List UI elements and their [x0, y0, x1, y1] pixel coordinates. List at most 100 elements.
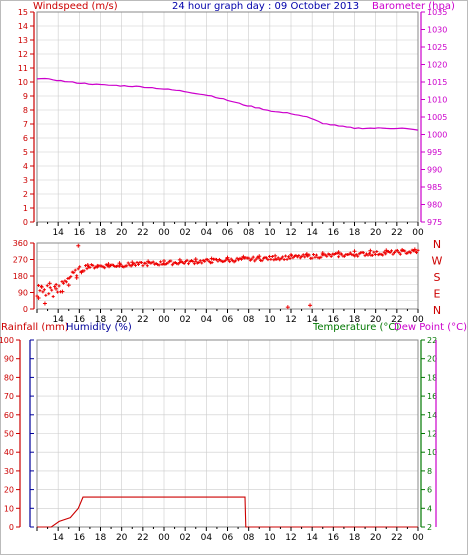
y-tick-label-rain-9: 90	[4, 355, 14, 364]
y-tick-label-wind-5: 5	[23, 148, 28, 157]
graph-title: 24 hour graph day : 09 October 2013	[172, 1, 359, 12]
y-tick-label-wind-3: 3	[23, 176, 28, 185]
x-tick-label-1-3: 18	[95, 228, 107, 238]
compass-label-3: E	[434, 288, 441, 301]
x-tick-label-3-6: 00	[158, 533, 170, 543]
y-tick-label-rain-3: 30	[4, 467, 14, 476]
x-tick-label-3-16: 20	[370, 533, 382, 543]
x-tick-label-1-4: 20	[116, 228, 128, 238]
y-tick-label-temp-3: 8	[427, 467, 432, 476]
x-tick-label-1-14: 16	[328, 228, 340, 238]
y-tick-label-rain-8: 80	[4, 373, 14, 382]
x-tick-label-3-14: 16	[328, 533, 340, 543]
x-tick-label-3-8: 04	[201, 533, 213, 543]
y-tick-label-wind-12: 12	[18, 50, 28, 59]
x-tick-label-2-16: 20	[370, 315, 382, 325]
x-tick-label-1-15: 18	[349, 228, 361, 238]
x-tick-label-2-15: 18	[349, 315, 361, 325]
y-tick-label-baro-7: 1010	[427, 96, 447, 105]
y-tick-label-wind-8: 8	[23, 106, 28, 115]
x-tick-label-3-11: 10	[264, 533, 276, 543]
x-tick-label-2-4: 20	[116, 315, 128, 325]
x-tick-label-1-17: 22	[391, 228, 402, 238]
x-tick-label-1-18: 00	[412, 228, 424, 238]
x-tick-label-2-9: 06	[222, 315, 234, 325]
y-tick-label-baro-12: 1035	[427, 8, 447, 17]
x-tick-label-3-4: 20	[116, 533, 128, 543]
y-tick-label-dir-2: 180	[13, 272, 28, 281]
y-tick-label-temp-0: 2	[427, 523, 432, 532]
x-tick-label-3-1: 14	[52, 533, 64, 543]
x-tick-label-2-13: 14	[306, 315, 318, 325]
y-tick-label-baro-1: 980	[427, 201, 442, 210]
x-tick-label-2-5: 22	[137, 315, 148, 325]
y-tick-label-temp-1: 4	[427, 504, 432, 513]
x-tick-label-2-3: 18	[95, 315, 107, 325]
dewpoint-axis-title: Dew Point (°C)	[394, 322, 467, 333]
windspeed-axis-title: Windspeed (m/s)	[33, 1, 118, 12]
y-tick-label-rain-10: 100	[0, 336, 14, 345]
y-tick-label-baro-6: 1005	[427, 113, 447, 122]
y-tick-label-rain-7: 70	[4, 392, 14, 401]
y-tick-label-dir-1: 90	[18, 289, 28, 298]
y-tick-label-baro-4: 995	[427, 148, 442, 157]
x-tick-label-2-14: 16	[328, 315, 340, 325]
x-tick-label-1-12: 12	[285, 228, 296, 238]
y-tick-label-wind-13: 13	[18, 36, 28, 45]
compass-label-1: W	[432, 255, 443, 268]
y-tick-label-baro-10: 1025	[427, 43, 447, 52]
y-tick-label-wind-11: 11	[18, 64, 28, 73]
y-tick-label-wind-1: 1	[23, 204, 28, 213]
x-tick-label-3-10: 08	[243, 533, 255, 543]
x-tick-label-2-17: 22	[391, 315, 402, 325]
y-tick-label-rain-0: 0	[9, 523, 14, 532]
x-tick-label-3-18: 00	[412, 533, 424, 543]
x-tick-label-1-1: 14	[52, 228, 64, 238]
y-tick-label-wind-0: 0	[23, 218, 28, 227]
x-tick-label-3-13: 14	[306, 533, 318, 543]
compass-label-4: N	[433, 304, 441, 317]
x-tick-label-3-9: 06	[222, 533, 234, 543]
y-tick-label-wind-10: 10	[18, 78, 28, 87]
y-tick-label-rain-4: 40	[4, 448, 14, 457]
x-tick-label-1-5: 22	[137, 228, 148, 238]
y-tick-label-rain-1: 10	[4, 504, 14, 513]
x-tick-label-1-13: 14	[306, 228, 318, 238]
x-tick-label-3-3: 18	[95, 533, 107, 543]
x-tick-label-2-10: 08	[243, 315, 255, 325]
y-tick-label-temp-2: 6	[427, 486, 432, 495]
y-tick-label-baro-9: 1020	[427, 61, 447, 70]
x-tick-label-1-2: 16	[74, 228, 86, 238]
x-tick-label-1-10: 08	[243, 228, 255, 238]
x-tick-label-1-6: 00	[158, 228, 170, 238]
y-tick-label-wind-9: 9	[23, 92, 28, 101]
x-tick-label-2-2: 16	[74, 315, 86, 325]
y-tick-label-dir-3: 270	[13, 256, 28, 265]
y-tick-label-dir-0: 0	[23, 305, 28, 314]
x-tick-label-2-6: 00	[158, 315, 170, 325]
y-tick-label-wind-7: 7	[23, 120, 28, 129]
x-tick-label-2-12: 12	[285, 315, 296, 325]
compass-label-0: N	[433, 238, 441, 251]
y-tick-label-wind-2: 2	[23, 190, 28, 199]
x-tick-label-1-9: 06	[222, 228, 234, 238]
y-tick-label-baro-3: 990	[427, 166, 442, 175]
x-tick-label-1-11: 10	[264, 228, 276, 238]
y-tick-label-rain-2: 20	[4, 486, 14, 495]
y-tick-label-baro-0: 975	[427, 218, 442, 227]
x-tick-label-3-2: 16	[74, 533, 86, 543]
y-tick-label-baro-8: 1015	[427, 78, 447, 87]
x-tick-label-2-8: 04	[201, 315, 213, 325]
x-tick-label-1-8: 04	[201, 228, 213, 238]
x-tick-label-3-5: 22	[137, 533, 148, 543]
x-tick-label-1-7: 02	[179, 228, 190, 238]
x-tick-label-3-17: 22	[391, 533, 402, 543]
x-tick-label-3-12: 12	[285, 533, 296, 543]
y-tick-label-wind-4: 4	[23, 162, 28, 171]
y-tick-label-baro-2: 985	[427, 183, 442, 192]
y-tick-label-baro-5: 1000	[427, 131, 447, 140]
y-tick-label-rain-5: 50	[4, 430, 14, 439]
y-tick-label-wind-6: 6	[23, 134, 28, 143]
